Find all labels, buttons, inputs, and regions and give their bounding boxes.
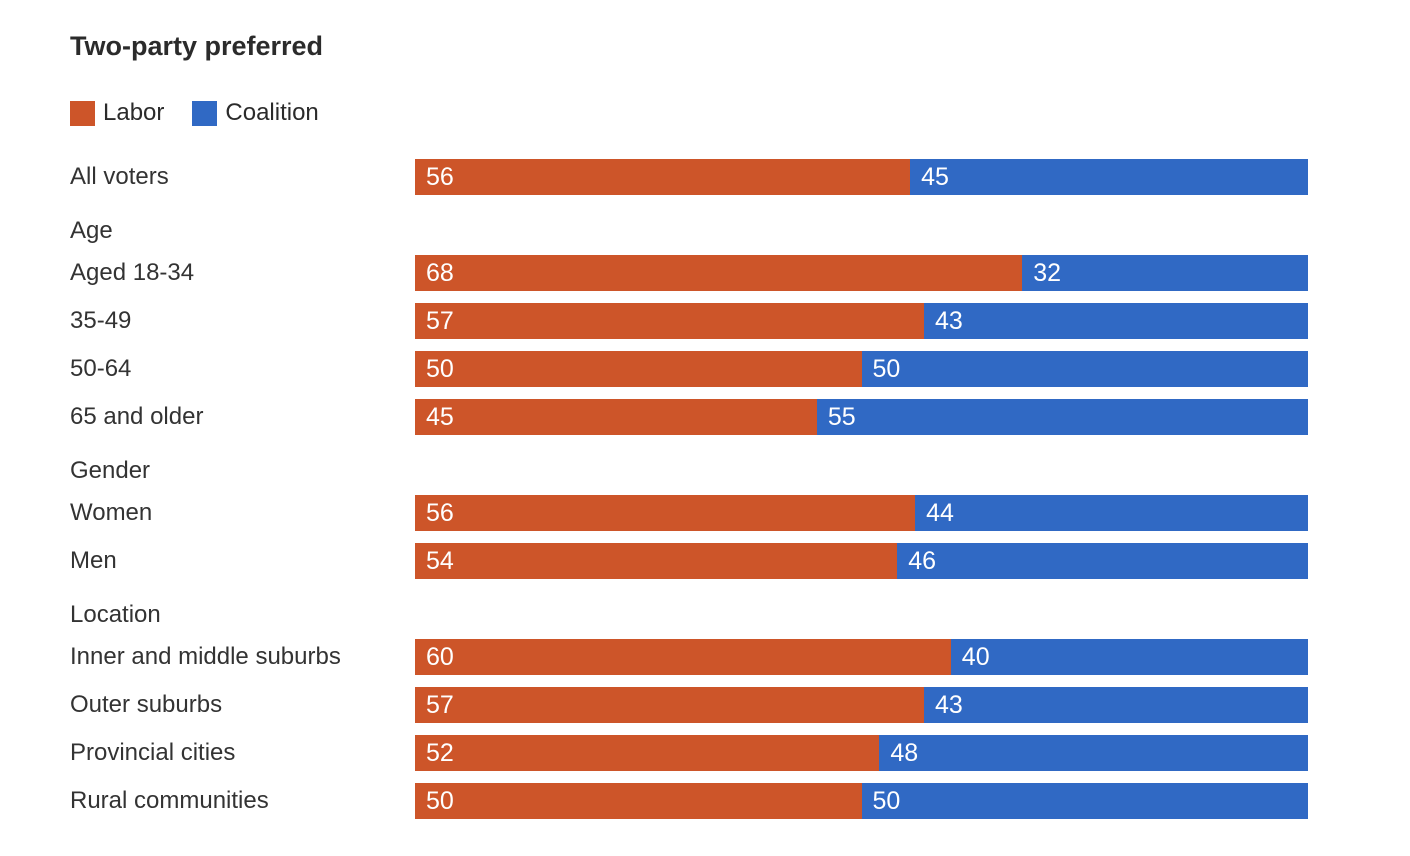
legend-item-labor: Labor: [70, 99, 164, 127]
bar-value-labor: 45: [426, 403, 454, 432]
bar-segment-coalition: 50: [861, 783, 1308, 820]
table-row: Outer suburbs 57 43: [70, 687, 1308, 724]
bar-segment-labor: 50: [415, 351, 862, 388]
row-label: 35-49: [70, 307, 132, 335]
bar-track: 68 32: [415, 255, 1308, 292]
bar-value-coalition: 50: [872, 787, 901, 816]
bar-value-coalition: 43: [935, 307, 963, 336]
bar-segment-coalition: 43: [924, 303, 1308, 340]
row-label: Aged 18-34: [70, 259, 195, 287]
table-row: Women 56 44: [70, 495, 1308, 532]
row-label: All voters: [70, 163, 169, 191]
bar-segment-labor: 57: [415, 687, 925, 724]
bar-track: 50 50: [415, 351, 1308, 388]
bar-value-labor: 56: [426, 499, 454, 528]
bar-value-coalition: 32: [1033, 259, 1062, 288]
bar-value-coalition: 55: [827, 403, 856, 432]
legend: Labor Coalition: [70, 99, 1308, 127]
bar-segment-labor: 54: [415, 543, 898, 580]
bar-segment-coalition: 48: [879, 735, 1308, 772]
bar-segment-coalition: 46: [897, 543, 1308, 580]
legend-label-coalition: Coalition: [225, 99, 319, 127]
bar-segment-coalition: 32: [1022, 255, 1308, 292]
bar-value-labor: 52: [426, 739, 454, 768]
section-header-location: Location: [70, 601, 161, 629]
bar-track: 54 46: [415, 543, 1308, 580]
bar-segment-labor: 60: [415, 639, 951, 676]
bar-segment-labor: 57: [415, 303, 925, 340]
table-row: 65 and older 45 55: [70, 399, 1308, 436]
row-label: Outer suburbs: [70, 691, 223, 719]
table-row: Aged 18-34 68 32: [70, 255, 1308, 292]
table-row: 50-64 50 50: [70, 351, 1308, 388]
bar-track: 57 43: [415, 303, 1308, 340]
bar-track: 50 50: [415, 783, 1308, 820]
table-row: 35-49 57 43: [70, 303, 1308, 340]
bar-track: 56 44: [415, 495, 1308, 532]
bar-value-coalition: 50: [872, 355, 901, 384]
table-row: All voters 56 45: [70, 159, 1308, 196]
table-row: Inner and middle suburbs 60 40: [70, 639, 1308, 676]
row-label: Inner and middle suburbs: [70, 643, 341, 671]
bar-track: 45 55: [415, 399, 1308, 436]
bar-value-labor: 54: [426, 547, 454, 576]
bar-value-labor: 56: [426, 163, 454, 192]
bar-value-coalition: 44: [926, 499, 954, 528]
bar-segment-coalition: 55: [816, 399, 1308, 436]
section-header-gender: Gender: [70, 457, 151, 485]
bar-segment-labor: 50: [415, 783, 862, 820]
row-label: 65 and older: [70, 403, 204, 431]
labor-swatch-icon: [70, 100, 95, 126]
bar-value-coalition: 48: [890, 739, 919, 768]
section-header-age: Age: [70, 217, 113, 245]
bar-value-labor: 68: [426, 259, 454, 288]
bar-value-labor: 57: [426, 307, 454, 336]
bar-segment-labor: 52: [415, 735, 880, 772]
bar-track: 56 45: [415, 159, 1308, 196]
row-label: 50-64: [70, 355, 132, 383]
bar-segment-coalition: 44: [915, 495, 1308, 532]
table-row: Men 54 46: [70, 543, 1308, 580]
bar-segment-labor: 68: [415, 255, 1023, 292]
bar-value-coalition: 45: [921, 163, 949, 192]
row-label: Men: [70, 547, 117, 575]
bar-segment-coalition: 50: [861, 351, 1308, 388]
bar-track: 57 43: [415, 687, 1308, 724]
bar-segment-labor: 45: [415, 399, 817, 436]
bar-segment-coalition: 43: [924, 687, 1308, 724]
table-row: Rural communities 50 50: [70, 783, 1308, 820]
bar-track: 52 48: [415, 735, 1308, 772]
chart-title: Two-party preferred: [70, 31, 324, 61]
bar-segment-labor: 56: [415, 495, 916, 532]
bar-segment-labor: 56: [415, 159, 911, 196]
row-label: Rural communities: [70, 787, 269, 815]
bar-value-labor: 60: [426, 643, 454, 672]
table-row: Provincial cities 52 48: [70, 735, 1308, 772]
bar-segment-coalition: 45: [910, 159, 1308, 196]
bar-value-labor: 57: [426, 691, 454, 720]
coalition-swatch-icon: [192, 100, 218, 126]
row-label: Women: [70, 499, 153, 527]
bar-value-labor: 50: [426, 355, 454, 384]
bar-value-labor: 50: [426, 787, 454, 816]
legend-label-labor: Labor: [103, 99, 165, 127]
row-label: Provincial cities: [70, 739, 236, 767]
bar-segment-coalition: 40: [950, 639, 1308, 676]
bar-track: 60 40: [415, 639, 1308, 676]
bar-value-coalition: 43: [935, 691, 963, 720]
bar-value-coalition: 40: [961, 643, 990, 672]
bar-rows: All voters 56 45 Age Aged 18-34 68 32 35-49 57 43…: [70, 159, 1308, 820]
legend-item-coalition: Coalition: [192, 99, 319, 127]
bar-value-coalition: 46: [908, 547, 937, 576]
